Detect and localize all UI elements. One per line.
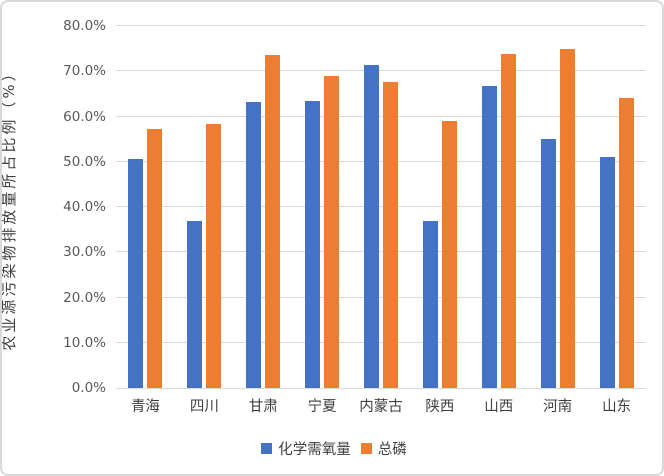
- gridline: [116, 251, 646, 253]
- x-tick-label: 甘肃: [248, 399, 278, 415]
- bar-总磷-青海: [147, 129, 163, 388]
- legend-label: 总磷: [377, 442, 407, 458]
- y-tick-label: 80.0%: [63, 18, 106, 34]
- bar-总磷-河南: [559, 49, 575, 388]
- bar-group-河南: [528, 26, 587, 388]
- legend-swatch-icon: [261, 443, 273, 454]
- bar-化学需氧量-山东: [599, 157, 615, 388]
- legend-item: 化学需氧量: [261, 438, 351, 459]
- y-tick-label: 10.0%: [63, 334, 106, 351]
- x-axis-labels: 青海 四川 甘肃 宁夏 内蒙古 陕西 山西 河南 山东: [116, 395, 646, 416]
- x-axis-line: [116, 388, 646, 389]
- bar-化学需氧量-四川: [187, 221, 203, 388]
- bar-group-山东: [587, 26, 646, 388]
- plot-area: [116, 25, 646, 389]
- y-tick-label: 0.0%: [71, 380, 106, 396]
- bar-总磷-四川: [206, 124, 222, 388]
- x-tick-label: 四川: [189, 399, 219, 415]
- y-tick-label: 30.0%: [63, 244, 106, 261]
- bar-总磷-宁夏: [324, 76, 340, 388]
- bar-总磷-山东: [618, 97, 634, 388]
- gridline: [116, 341, 646, 343]
- x-tick-label: 河南: [543, 399, 573, 415]
- x-tick-label: 青海: [130, 399, 160, 415]
- y-tick-label: 60.0%: [63, 108, 106, 125]
- bar-化学需氧量-青海: [128, 158, 144, 388]
- legend: 化学需氧量 总磷: [2, 438, 662, 459]
- bar-总磷-甘肃: [265, 54, 281, 388]
- bar-总磷-山西: [500, 54, 516, 388]
- x-tick-label: 陕西: [425, 399, 455, 415]
- gridline: [116, 160, 646, 162]
- bar-group-宁夏: [293, 26, 352, 388]
- bar-化学需氧量-甘肃: [246, 102, 262, 388]
- bar-group-内蒙古: [352, 26, 411, 388]
- bar-group-青海: [116, 26, 175, 388]
- bar-化学需氧量-山西: [481, 85, 497, 388]
- y-axis-title: 农业源污染物排放量所占比例（%）: [0, 63, 18, 351]
- x-tick-label: 内蒙古: [359, 399, 403, 415]
- x-tick-label: 山西: [484, 399, 514, 415]
- y-tick-label: 20.0%: [63, 289, 106, 306]
- bar-化学需氧量-陕西: [422, 220, 438, 388]
- legend-label: 化学需氧量: [278, 442, 351, 458]
- y-tick-label: 50.0%: [63, 153, 106, 170]
- bar-总磷-陕西: [441, 120, 457, 388]
- gridline: [116, 115, 646, 117]
- legend-swatch-icon: [360, 443, 372, 454]
- y-tick-label: 70.0%: [63, 63, 106, 80]
- bar-化学需氧量-宁夏: [305, 100, 321, 388]
- bar-group-四川: [175, 26, 234, 388]
- gridline: [116, 70, 646, 72]
- y-tick-label: 40.0%: [63, 199, 106, 215]
- x-tick-label: 宁夏: [307, 399, 337, 415]
- bar-化学需氧量-内蒙古: [363, 64, 379, 388]
- bar-group-山西: [469, 26, 528, 388]
- legend-item: 总磷: [360, 438, 407, 459]
- gridline: [116, 296, 646, 298]
- gridline: [116, 206, 646, 207]
- bar-化学需氧量-河南: [540, 138, 556, 388]
- x-tick-label: 山东: [602, 399, 632, 415]
- bar-总磷-内蒙古: [382, 81, 398, 388]
- bar-group-陕西: [410, 26, 469, 388]
- bar-group-甘肃: [234, 26, 293, 388]
- gridline: [116, 25, 646, 26]
